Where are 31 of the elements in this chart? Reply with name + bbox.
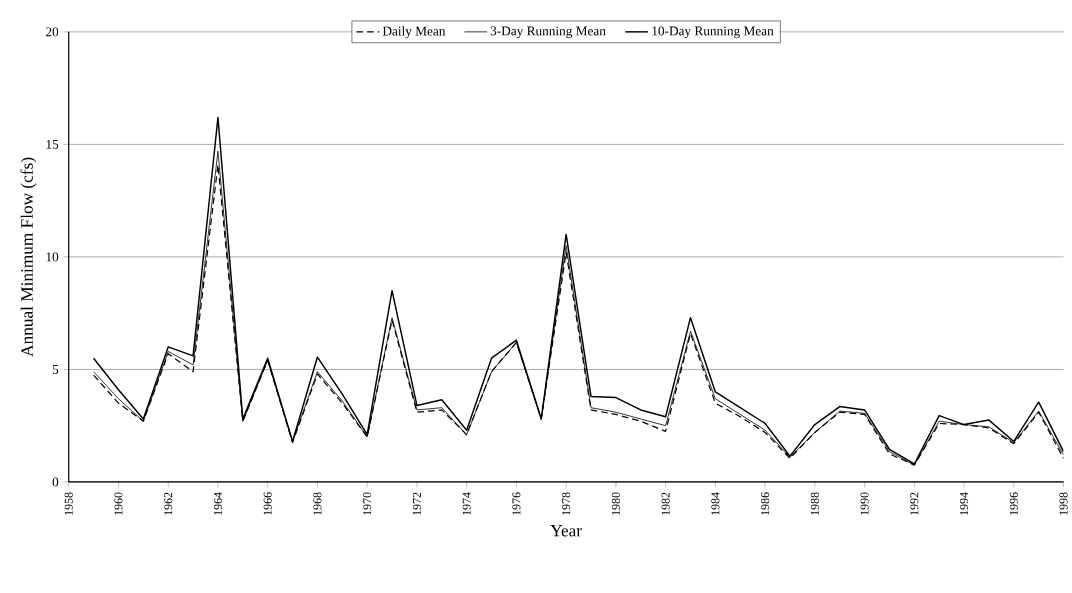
x-tick-label: 1962 bbox=[164, 492, 173, 516]
x-tick-label: 1978 bbox=[562, 492, 571, 516]
x-tick-label: 1964 bbox=[213, 492, 222, 516]
legend-label: 10-Day Running Mean bbox=[652, 26, 774, 39]
x-tick-label: 1976 bbox=[512, 492, 521, 516]
y-axis-title: Annual Minimum Flow (cfs) bbox=[20, 157, 37, 357]
legend-label: 3-Day Running Mean bbox=[490, 26, 606, 39]
y-tick-label: 20 bbox=[46, 27, 59, 37]
x-tick-label: 1984 bbox=[711, 492, 720, 516]
x-tick-label: 1960 bbox=[114, 492, 123, 516]
x-tick-label: 1992 bbox=[910, 492, 919, 516]
x-tick-label: 1996 bbox=[1009, 492, 1018, 516]
x-tick-label: 1986 bbox=[761, 492, 770, 516]
y-tick-label: 10 bbox=[46, 252, 59, 262]
x-tick-label: 1980 bbox=[611, 492, 620, 516]
x-tick-label: 1990 bbox=[860, 492, 869, 516]
y-tick-label: 0 bbox=[52, 477, 59, 487]
y-tick-label: 15 bbox=[46, 140, 59, 150]
x-tick-label: 1988 bbox=[810, 492, 819, 516]
x-tick-label: 1958 bbox=[64, 492, 73, 516]
y-tick-label: 5 bbox=[52, 365, 59, 375]
x-tick-label: 1970 bbox=[363, 492, 372, 516]
legend-label: Daily Mean bbox=[382, 26, 446, 39]
x-tick-label: 1966 bbox=[263, 492, 272, 516]
x-tick-label: 1998 bbox=[1059, 492, 1068, 516]
x-tick-label: 1974 bbox=[462, 492, 471, 516]
x-axis-title: Year bbox=[550, 525, 582, 537]
x-tick-label: 1982 bbox=[661, 492, 670, 516]
x-tick-label: 1994 bbox=[960, 492, 969, 516]
x-tick-label: 1972 bbox=[412, 492, 421, 516]
x-tick-label: 1968 bbox=[313, 492, 322, 516]
